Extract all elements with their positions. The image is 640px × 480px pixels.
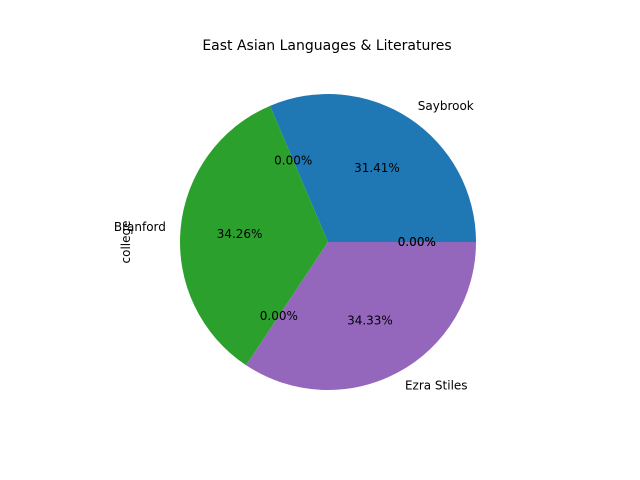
pie-percent-label: 31.41%	[354, 161, 400, 175]
pie-slice	[269, 94, 476, 242]
pie-percent-label: 0.00%	[260, 309, 298, 323]
chart-title: East Asian Languages & Literatures	[202, 38, 451, 54]
pie-slices	[180, 94, 476, 391]
pie-category-label: Ezra Stiles	[405, 378, 468, 392]
pie-labels: 31.41% Saybrook 0.00% 34.26% Branford 0.00% 34…	[114, 99, 474, 392]
pie-category-label: Branford	[114, 220, 166, 234]
pie-percent-label: 0.00%	[398, 235, 436, 249]
pie-percent-label: 34.33%	[347, 313, 393, 327]
pie-category-label: Saybrook	[418, 99, 474, 113]
pie-percent-label: 34.26%	[217, 227, 263, 241]
pie-percent-label: 0.00%	[398, 235, 436, 249]
pie-slice	[180, 105, 328, 366]
pie-slice	[246, 242, 476, 391]
y-axis-label: college	[119, 221, 133, 264]
pie-percent-label: 0.00%	[274, 153, 312, 167]
